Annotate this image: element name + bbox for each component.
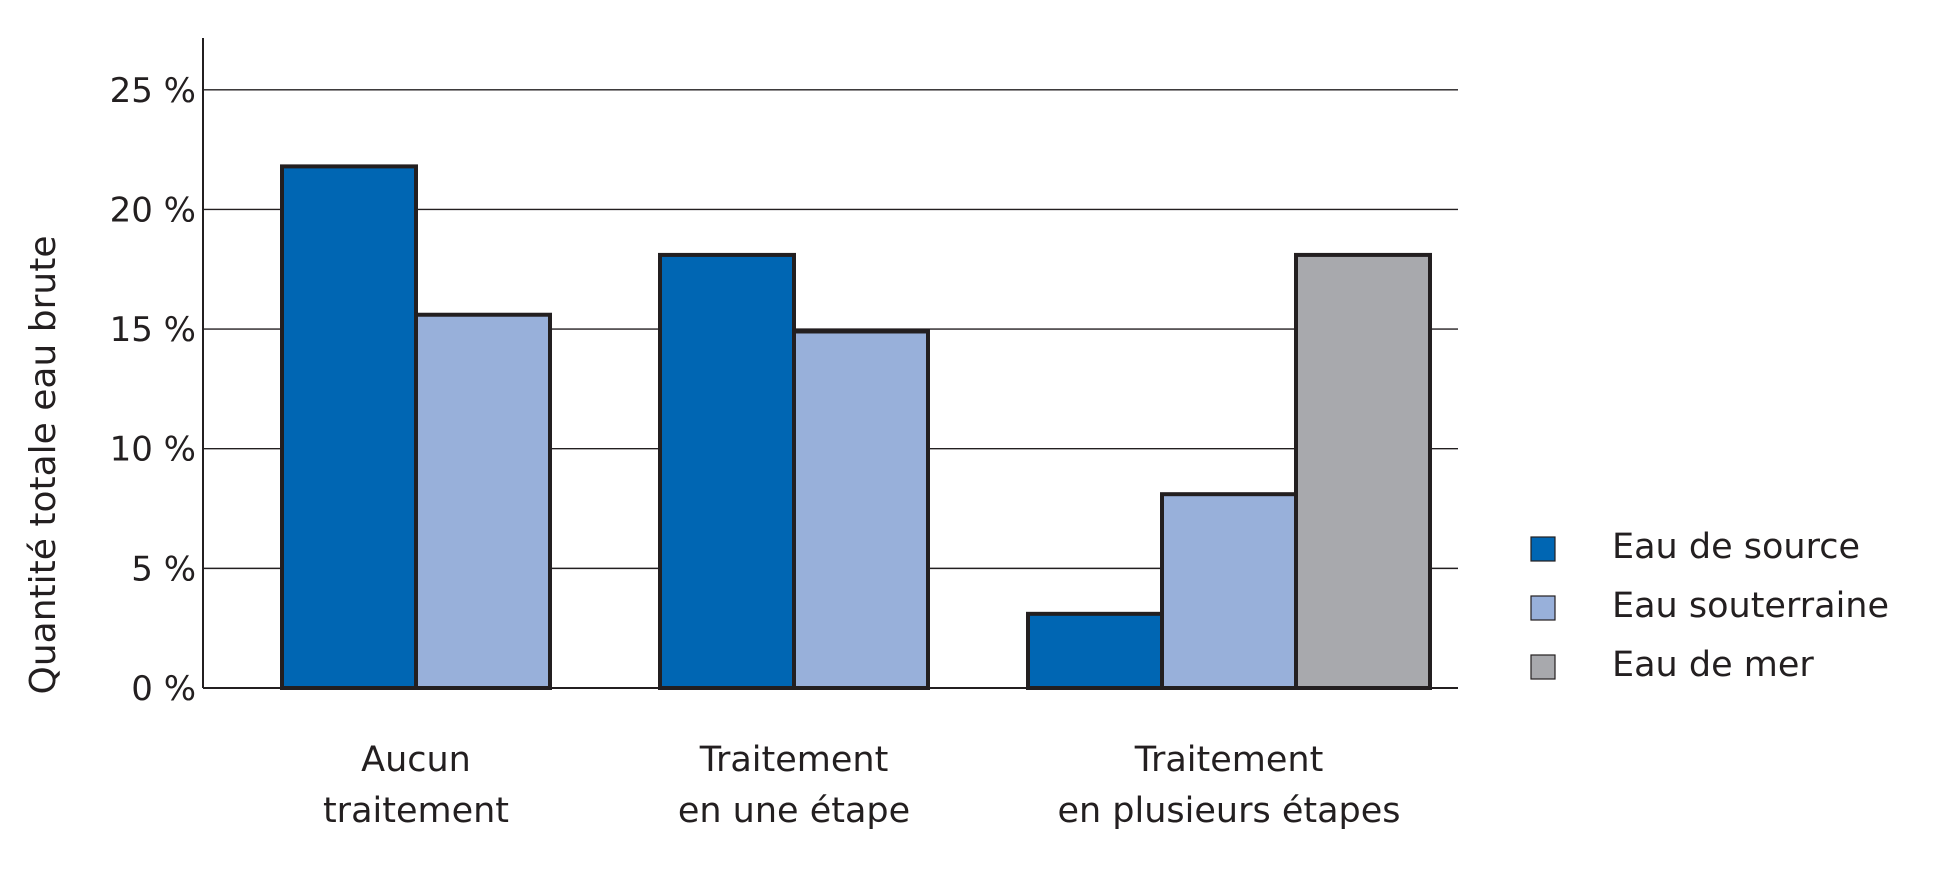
- legend-label: Eau de source: [1612, 527, 1860, 567]
- y-tick-label: 10 %: [110, 430, 196, 470]
- bar-eau-de-source-2: [1026, 611, 1164, 690]
- y-tick-label: 15 %: [110, 310, 196, 350]
- category-label: Traitement en plusieurs étapes: [1057, 740, 1400, 831]
- y-tick-label: 0 %: [131, 669, 196, 709]
- y-axis-title: Quantité totale eau brute: [23, 236, 64, 695]
- axes: [202, 38, 1458, 689]
- legend-swatch: [1530, 536, 1556, 562]
- bar-eau-de-mer-2: [1294, 252, 1432, 691]
- legend-label: Eau souterraine: [1612, 586, 1889, 626]
- legend-swatch: [1530, 654, 1556, 680]
- bar-eau-de-source-0: [280, 164, 418, 691]
- legend-swatch: [1530, 595, 1556, 621]
- legend: Eau de source Eau souterraine Eau de mer: [1530, 527, 1889, 685]
- category-label: Traitement en une étape: [678, 740, 910, 831]
- category-label-line: Aucun: [361, 740, 471, 780]
- y-tick-label: 5 %: [131, 549, 196, 589]
- bar-eau-souterraine-1: [792, 329, 930, 690]
- y-tick-label: 20 %: [110, 190, 196, 230]
- y-tick-label: 25 %: [110, 71, 196, 111]
- category-label-line: Traitement: [699, 740, 889, 780]
- bar-eau-souterraine-0: [414, 312, 552, 690]
- y-tick-labels: 0 % 5 % 10 % 15 % 20 % 25 %: [110, 71, 196, 709]
- category-label: Aucun traitement: [323, 740, 509, 831]
- bar-eau-souterraine-2: [1160, 492, 1298, 690]
- bar-eau-de-source-1: [658, 252, 796, 691]
- legend-label: Eau de mer: [1612, 645, 1814, 685]
- category-label-line: traitement: [323, 791, 509, 831]
- bars: [280, 164, 1432, 691]
- category-label-line: en plusieurs étapes: [1057, 791, 1400, 831]
- category-label-line: Traitement: [1134, 740, 1324, 780]
- category-label-line: en une étape: [678, 791, 910, 831]
